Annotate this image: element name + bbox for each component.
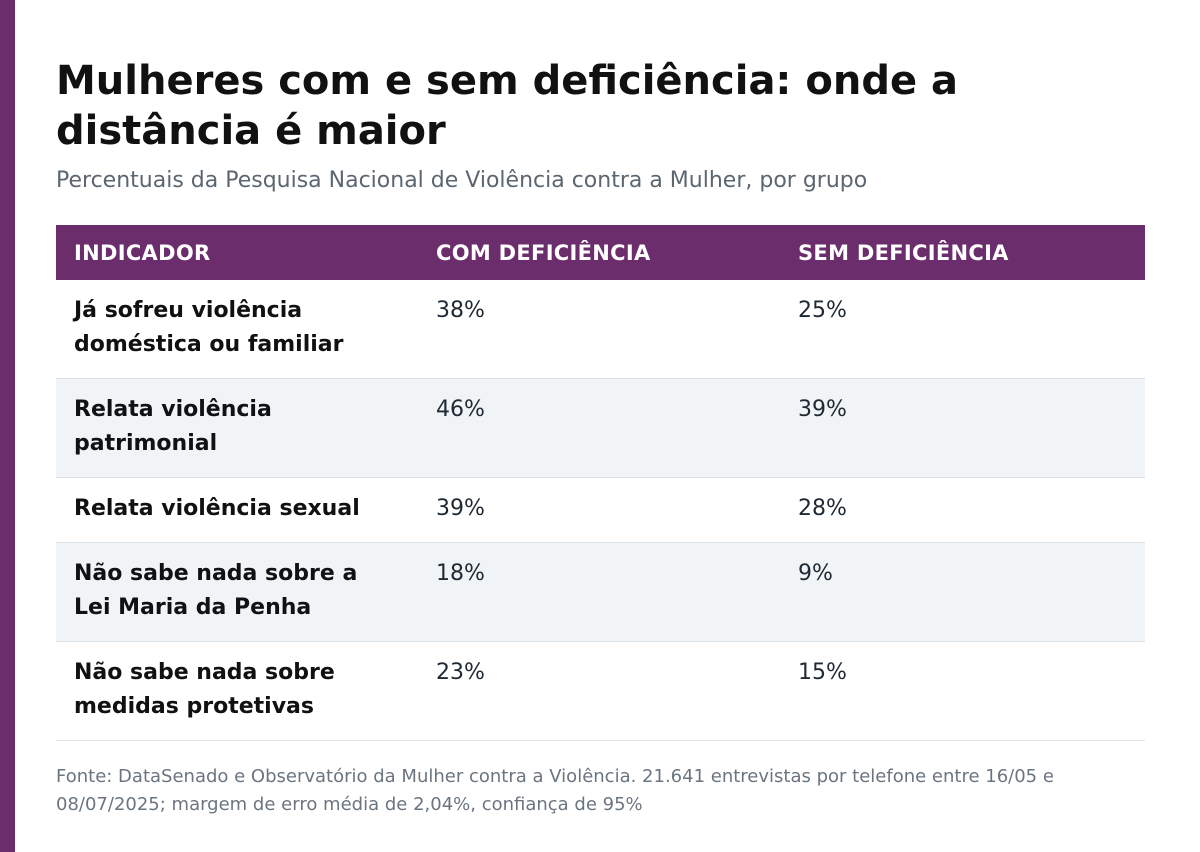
table-row: Relata violência patrimonial 46% 39% <box>56 378 1145 478</box>
chart-container: Mulheres com e sem deficiência: onde a d… <box>56 56 1145 819</box>
sem-deficiencia-value: 28% <box>780 477 1145 543</box>
com-deficiencia-value: 23% <box>418 641 780 741</box>
column-header-sem-deficiencia: SEM DEFICIÊNCIA <box>798 240 1009 265</box>
table-body: Já sofreu violência doméstica ou familia… <box>56 280 1145 741</box>
data-table: INDICADOR COM DEFICIÊNCIA SEM DEFICIÊNCI… <box>56 225 1145 741</box>
indicator-cell: Já sofreu violência doméstica ou familia… <box>56 280 418 379</box>
accent-bar <box>0 0 15 852</box>
com-deficiencia-value: 18% <box>418 542 780 642</box>
column-header-com-deficiencia: COM DEFICIÊNCIA <box>436 240 651 265</box>
com-deficiencia-value: 46% <box>418 378 780 478</box>
indicator-cell: Não sabe nada sobre medidas protetivas <box>56 641 418 741</box>
sem-deficiencia-value: 9% <box>780 542 1145 642</box>
indicator-cell: Relata violência patrimonial <box>56 378 418 478</box>
chart-title: Mulheres com e sem deficiência: onde a d… <box>56 58 958 154</box>
table-row: Não sabe nada sobre a Lei Maria da Penha… <box>56 542 1145 642</box>
com-deficiencia-value: 38% <box>418 280 780 379</box>
indicator-cell: Não sabe nada sobre a Lei Maria da Penha <box>56 542 418 642</box>
table-header-row: INDICADOR COM DEFICIÊNCIA SEM DEFICIÊNCI… <box>56 225 1145 280</box>
table-row: Relata violência sexual 39% 28% <box>56 477 1145 543</box>
source-note: Fonte: DataSenado e Observatório da Mulh… <box>56 766 1054 815</box>
chart-subtitle: Percentuais da Pesquisa Nacional de Viol… <box>56 168 868 193</box>
sem-deficiencia-value: 15% <box>780 641 1145 741</box>
sem-deficiencia-value: 39% <box>780 378 1145 478</box>
table-row: Já sofreu violência doméstica ou familia… <box>56 280 1145 379</box>
indicator-cell: Relata violência sexual <box>56 477 418 543</box>
column-header-indicator: INDICADOR <box>74 240 211 265</box>
sem-deficiencia-value: 25% <box>780 280 1145 379</box>
table-header: INDICADOR COM DEFICIÊNCIA SEM DEFICIÊNCI… <box>56 225 1145 280</box>
com-deficiencia-value: 39% <box>418 477 780 543</box>
table-row: Não sabe nada sobre medidas protetivas 2… <box>56 641 1145 741</box>
